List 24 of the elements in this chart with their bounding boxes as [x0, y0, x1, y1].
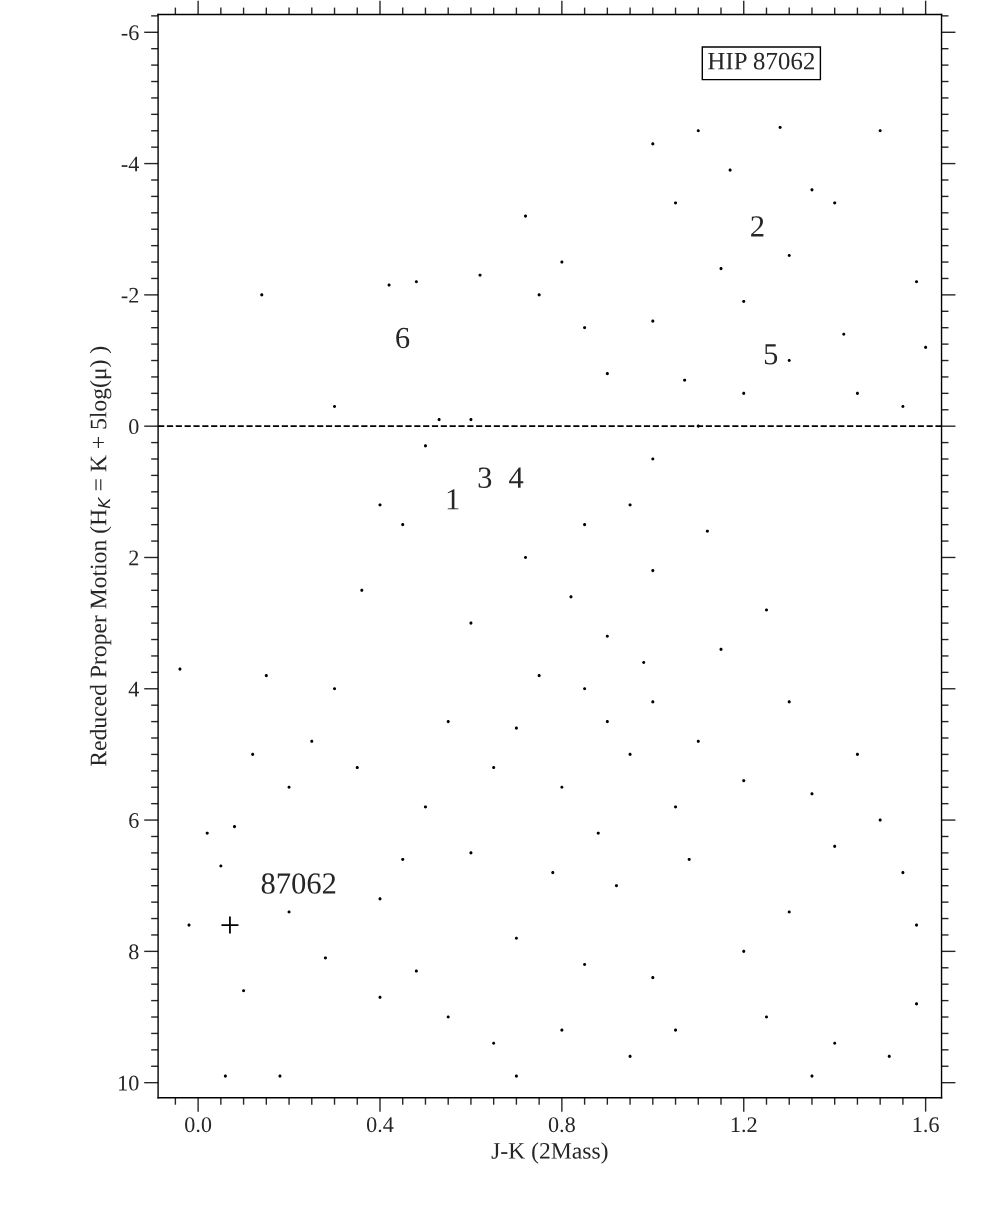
y-tick-label: 8: [129, 944, 139, 960]
annotation: HIP 87062: [708, 52, 815, 70]
y-tick-label: 10: [119, 1075, 139, 1091]
x-tick-label: 0.0: [185, 1117, 212, 1133]
y-axis-title: Reduced Proper Motion (H$_{K}$ = K + 5log(μ) ): [89, 346, 112, 766]
y-tick-label: -6: [121, 25, 139, 41]
y-tick-label: 0: [129, 419, 139, 435]
x-tick-label: 1.6: [913, 1117, 939, 1133]
annotation: 87062: [261, 873, 336, 894]
y-tick-label: 2: [129, 550, 139, 566]
y-tick-label: 4: [128, 681, 139, 697]
annotation: 3: [478, 467, 492, 488]
y-tick-label: -2: [121, 287, 139, 303]
y-tick-label: 6: [129, 813, 139, 828]
x-tick-label: 0.8: [548, 1117, 575, 1133]
x-tick-label: 1.2: [731, 1117, 757, 1133]
y-tick-label: -4: [121, 156, 139, 172]
x-axis-title: J-K (2Mass): [491, 1142, 608, 1164]
x-tick-label: 0.4: [366, 1117, 394, 1133]
annotation: 6: [396, 327, 410, 349]
annotation: 5: [764, 344, 778, 365]
annotation: 1: [447, 489, 459, 510]
annotation: 2: [751, 216, 764, 237]
annotation: 4: [509, 467, 524, 488]
